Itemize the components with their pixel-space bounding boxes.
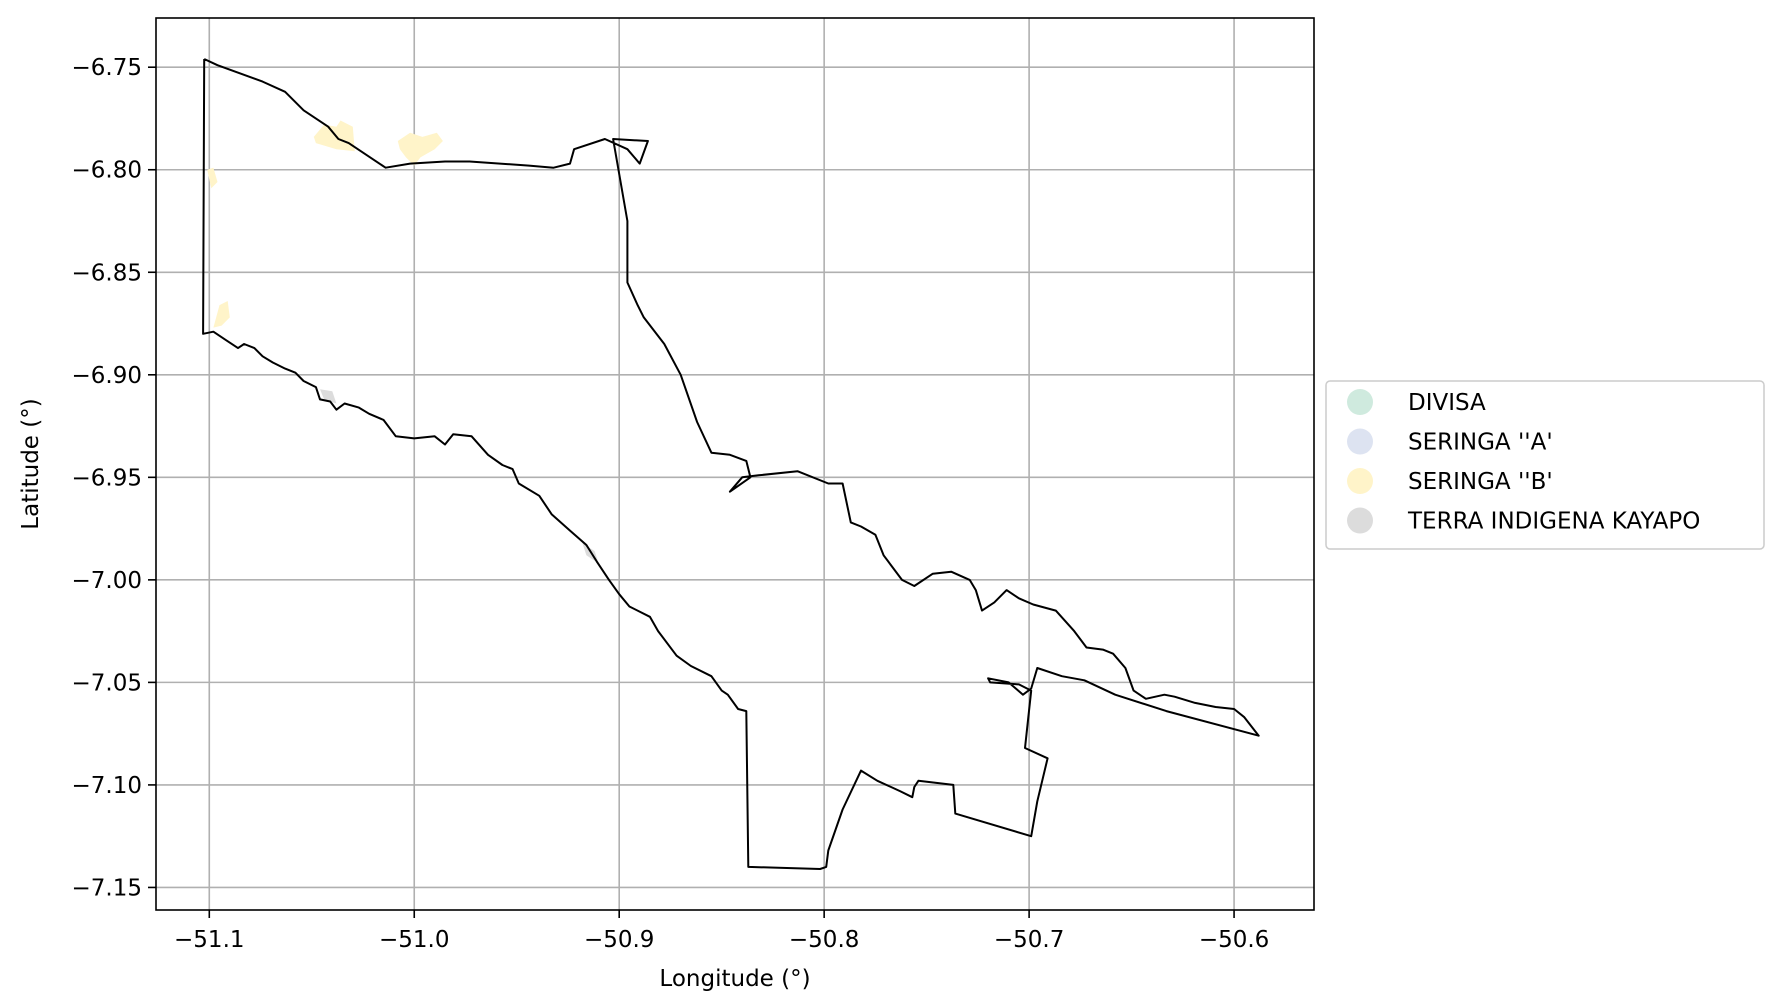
y-tick-label: −7.00: [72, 568, 142, 594]
y-tick-label: −6.85: [72, 260, 142, 286]
y-axis-ticks: −6.75 −6.80 −6.85 −6.90 −6.95 −7.00 −7.05 −7.10…: [72, 55, 156, 901]
y-tick-label: −7.15: [72, 875, 142, 901]
legend-label: SERINGA ''A': [1408, 430, 1553, 456]
region-polygon: [397, 132, 443, 166]
boundary-line: [202, 58, 1260, 870]
x-tick-label: −50.9: [584, 927, 654, 953]
legend-label: DIVISA: [1408, 390, 1486, 416]
x-tick-label: −51.0: [379, 927, 449, 953]
legend-marker: [1347, 428, 1373, 455]
plot-frame: [155, 17, 1315, 911]
legend: DIVISA SERINGA ''A' SERINGA ''B' TERRA INDI…: [1325, 380, 1765, 550]
region-polygon: [313, 120, 355, 152]
legend-marker: [1347, 389, 1373, 415]
region-polygon: [320, 389, 337, 404]
region-polygon: [207, 167, 218, 189]
region-polygons: [207, 120, 599, 564]
x-tick-label: −50.7: [994, 927, 1064, 953]
legend-label: TERRA INDIGENA KAYAPO: [1407, 509, 1700, 535]
x-tick-label: −50.8: [789, 927, 859, 953]
y-tick-label: −7.05: [72, 670, 142, 696]
y-tick-label: −6.90: [72, 363, 142, 389]
y-tick-label: −6.80: [72, 158, 142, 184]
municipality-boundary: [202, 58, 1260, 870]
x-axis-ticks: −51.1 −51.0 −50.9 −50.8 −50.7 −50.6: [174, 910, 1269, 953]
x-tick-label: −51.1: [174, 927, 244, 953]
legend-marker: [1347, 507, 1373, 534]
y-tick-label: −6.75: [72, 55, 142, 81]
legend-label: SERINGA ''B': [1408, 469, 1553, 495]
legend-marker: [1347, 468, 1373, 494]
grid-lines: [156, 18, 1314, 910]
y-tick-label: −7.10: [72, 773, 142, 799]
legend-box: [1325, 380, 1765, 550]
y-tick-label: −6.95: [72, 465, 142, 491]
y-axis-label: Latitude (°): [18, 398, 44, 529]
region-polygon: [213, 301, 230, 328]
x-axis-label: Longitude (°): [659, 966, 810, 992]
x-tick-label: −50.6: [1199, 927, 1269, 953]
